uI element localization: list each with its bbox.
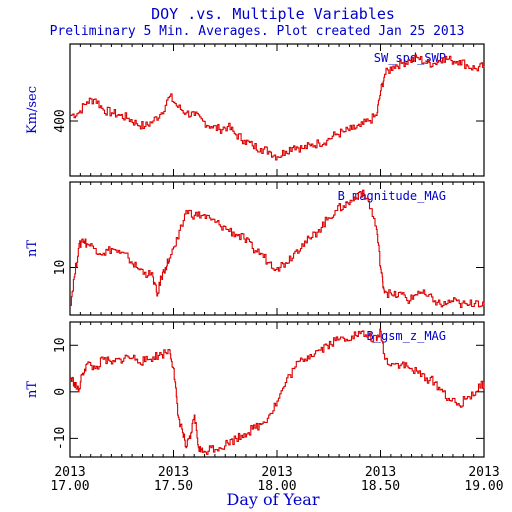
x-tick-day: 19.00: [464, 479, 503, 494]
x-tick-day: 18.50: [361, 479, 400, 494]
y-tick-label: 10: [53, 337, 68, 353]
x-tick-year: 2013: [468, 465, 499, 480]
x-tick-year: 2013: [261, 465, 292, 480]
chart-title: DOY .vs. Multiple Variables: [151, 5, 395, 23]
panel-3: 10 0 -10 nT B_gsm_z_MAG: [25, 321, 485, 458]
y-tick-label: 0: [53, 388, 68, 396]
series-label: B_gsm_z_MAG: [367, 329, 446, 343]
y-tick-label: 400: [53, 109, 68, 132]
x-axis-label: Day of Year: [227, 490, 320, 509]
panels: 400Km/secSW_spd_SWP10nTB_magnitude_MAG10…: [25, 43, 485, 458]
series-line: [70, 54, 485, 161]
x-tick-day: 17.00: [50, 479, 89, 494]
y-tick-label: 10: [53, 260, 68, 276]
y-axis-label: nT: [25, 381, 40, 398]
x-tick-year: 2013: [158, 465, 189, 480]
y-axis-label: Km/sec: [25, 86, 40, 134]
x-tick-day: 18.00: [257, 479, 296, 494]
x-tick-day: 17.50: [154, 479, 193, 494]
x-axis-labels: 201317.00201317.50201318.00201318.502013…: [50, 465, 503, 494]
series-label: B_magnitude_MAG: [338, 189, 446, 203]
series-line: [70, 189, 485, 309]
x-tick-year: 2013: [365, 465, 396, 480]
series-line: [70, 328, 485, 455]
y-tick-label: -10: [53, 427, 68, 450]
x-tick-year: 2013: [54, 465, 85, 480]
y-axis-label: nT: [25, 240, 40, 257]
chart-subtitle: Preliminary 5 Min. Averages. Plot create…: [50, 24, 465, 39]
panel-2: 10 nT B_magnitude_MAG: [25, 181, 485, 316]
